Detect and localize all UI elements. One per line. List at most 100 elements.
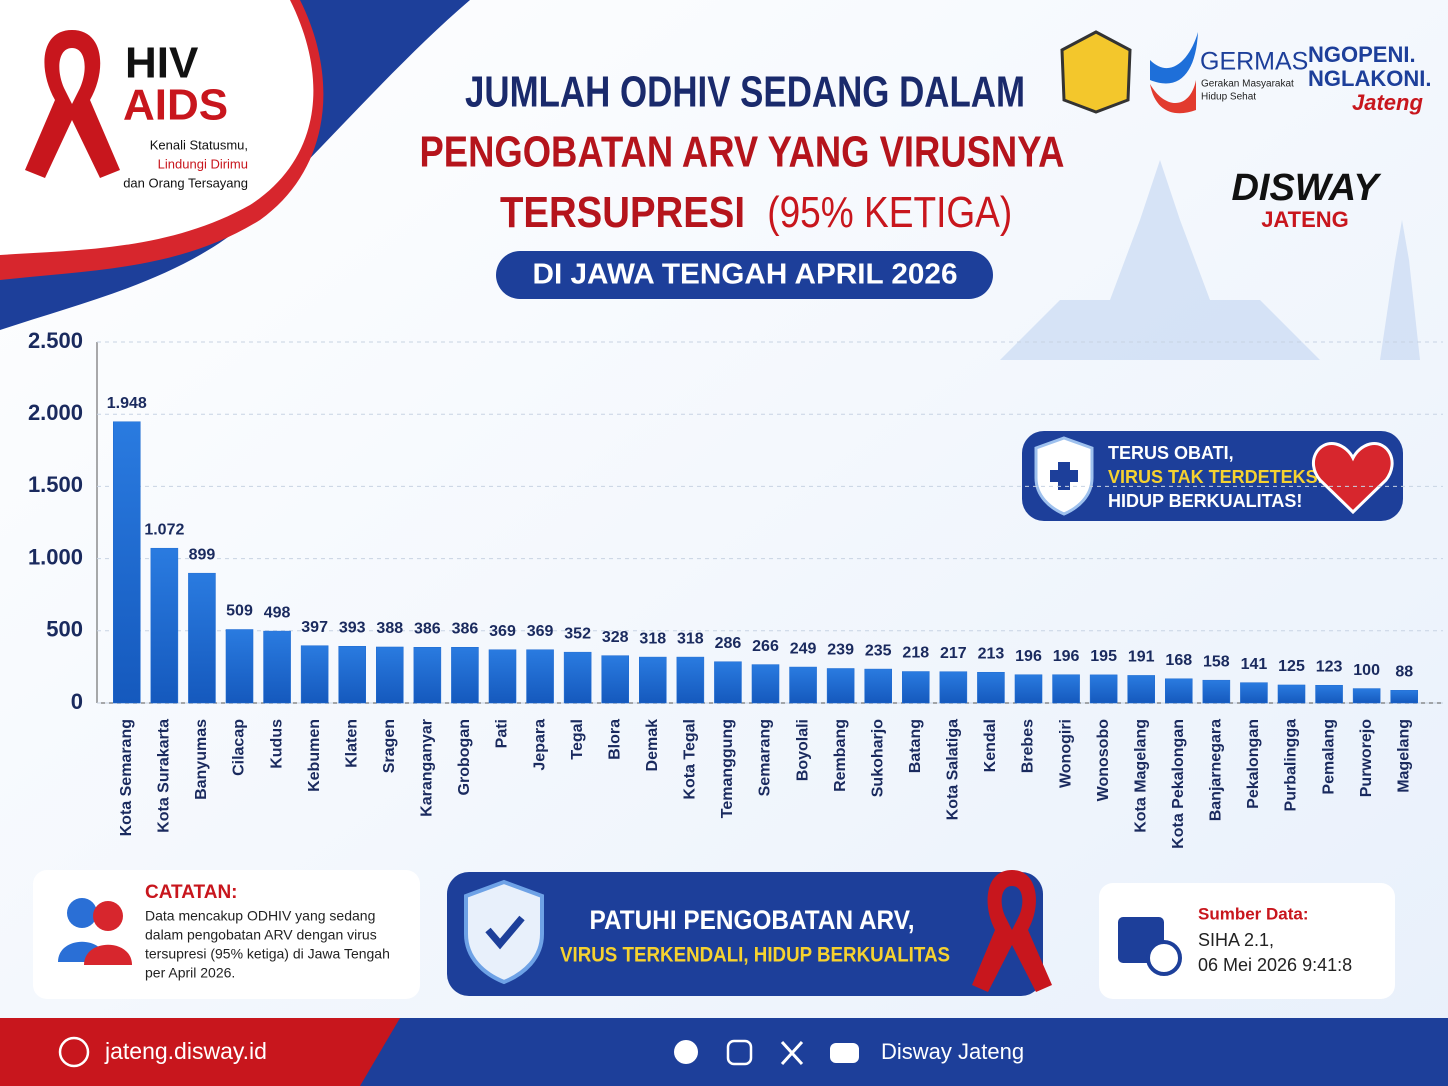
x-tick-label: Wonosobo: [1095, 719, 1112, 802]
value-label: 239: [827, 642, 854, 659]
value-label: 498: [264, 604, 291, 621]
x-tick-label: Demak: [644, 719, 661, 772]
bar: [563, 651, 592, 704]
value-label: 100: [1353, 662, 1380, 679]
bar: [1240, 682, 1268, 704]
bar: [1014, 674, 1043, 704]
plot: 0 500 1.000 1.500 2.000 2.500 1.948 Kota Semara…: [28, 328, 1443, 849]
title-part: (95% KETIGA): [767, 188, 1012, 237]
x-tick-label: Klaten: [343, 719, 360, 768]
note-line: tersupresi (95% ketiga) di Jawa Tengah: [145, 946, 390, 962]
bar: [188, 572, 216, 704]
badge-text: TERUS OBATI,: [1108, 443, 1234, 463]
value-label: 141: [1241, 656, 1268, 673]
people-icon: [84, 944, 132, 965]
x-tick-label: Boyolali: [794, 719, 811, 781]
value-label: 1.948: [107, 395, 147, 412]
badge-text: VIRUS TAK TERDETEKSI,: [1108, 467, 1328, 487]
bar: [1052, 674, 1080, 704]
x-tick-label: Kota Magelang: [1132, 719, 1149, 833]
x-tick-label: Banyumas: [193, 719, 210, 800]
bar: [714, 661, 742, 704]
source-line: SIHA 2.1,: [1198, 930, 1274, 950]
temple-silhouette: [1000, 160, 1420, 360]
x-tick-label: Kendal: [982, 719, 999, 772]
globe-icon: [58, 1036, 90, 1068]
value-label: 249: [790, 640, 817, 657]
title-part: TERSUPRESI: [500, 188, 745, 237]
value-label: 1.072: [144, 521, 184, 538]
value-label: 168: [1165, 652, 1192, 669]
banner-text: VIRUS TERKENDALI, HIDUP BERKUALITAS: [560, 944, 950, 967]
subtitle: DI JAWA TENGAH APRIL 2026: [533, 259, 958, 291]
bar: [150, 547, 179, 704]
people-icon: [93, 901, 123, 931]
bar: [902, 671, 930, 704]
x-tick-label: Purbalingga: [1283, 719, 1300, 812]
x-tick-label: Tegal: [569, 719, 586, 760]
subtitle-pill: [496, 251, 993, 299]
x-tick-label: Kebumen: [306, 719, 323, 792]
value-label: 196: [1053, 648, 1080, 665]
bar: [789, 666, 817, 704]
bar: [526, 649, 554, 704]
disway: DISWAY: [1231, 167, 1382, 209]
ribbon: [25, 30, 120, 178]
value-label: 218: [902, 645, 929, 662]
x-tick-label: Brebes: [1020, 719, 1037, 773]
x-tick-label: Wonogiri: [1057, 719, 1074, 788]
logo-hiv: HIV: [125, 39, 199, 88]
value-label: 196: [1015, 648, 1042, 665]
value-label: 158: [1203, 653, 1230, 670]
ribbon: [972, 870, 1052, 992]
value-label: 318: [677, 630, 704, 647]
x-tick-label: Pemalang: [1320, 719, 1337, 795]
germas-icon: [1150, 32, 1198, 84]
bar: [676, 656, 705, 704]
bar: [300, 645, 329, 704]
value-label: 397: [301, 619, 328, 636]
x-tick-label: Batang: [907, 719, 924, 773]
title-line: TERSUPRESI (95% KETIGA): [500, 188, 1012, 237]
heart-icon: [1311, 442, 1394, 515]
bar: [1315, 684, 1343, 704]
bar: [376, 646, 404, 704]
website[interactable]: jateng.disway.id: [104, 1038, 267, 1064]
x-tick-label: Karanganyar: [419, 719, 436, 817]
bar: [601, 655, 629, 704]
x-tick-label: Purworejo: [1358, 719, 1375, 797]
x-tick-label: Kota Pekalongan: [1170, 719, 1187, 849]
value-label: 235: [865, 642, 892, 659]
title-line: JUMLAH ODHIV SEDANG DALAM: [465, 68, 1025, 117]
clock-icon: [1146, 940, 1182, 976]
youtube-icon[interactable]: [830, 1043, 859, 1063]
bar: [1277, 684, 1306, 704]
social[interactable]: Disway Jateng: [881, 1039, 1024, 1064]
check-icon: [485, 915, 525, 950]
value-label: 217: [940, 645, 967, 662]
facebook-icon[interactable]: [674, 1040, 698, 1064]
note-title: CATATAN:: [145, 882, 238, 903]
y-tick-label: 1.000: [28, 544, 83, 569]
bar: [639, 656, 667, 704]
x-tick-label: Kota Surakarta: [156, 719, 173, 833]
value-label: 386: [452, 620, 479, 637]
title-line: PENGOBATAN ARV YANG VIRUSNYA: [420, 128, 1065, 177]
instagram-icon[interactable]: [726, 1039, 753, 1066]
x-tick-label: Kota Salatiga: [945, 719, 962, 820]
bar: [1202, 679, 1231, 704]
y-tick-label: 500: [46, 617, 83, 642]
x-icon[interactable]: [780, 1040, 804, 1066]
value-label: 369: [527, 623, 554, 640]
value-label: 318: [639, 630, 666, 647]
ngopeni: NGLAKONI.: [1308, 66, 1431, 91]
swoosh-white: [0, 0, 314, 255]
note-line: Data mencakup ODHIV yang sedang: [145, 908, 375, 924]
badge-text: HIDUP BERKUALITAS!: [1108, 491, 1302, 511]
bar: [451, 647, 479, 704]
tagline: Kenali Statusmu,: [150, 137, 248, 152]
germas-sub: Gerakan Masyarakat: [1201, 79, 1294, 90]
x-tick-label: Sragen: [381, 719, 398, 773]
bar: [977, 671, 1005, 704]
value-label: 123: [1316, 658, 1343, 675]
